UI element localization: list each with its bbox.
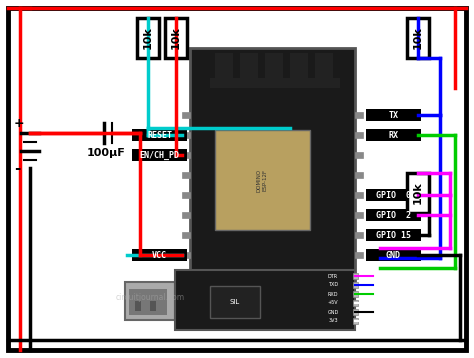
Bar — [353, 300, 358, 306]
Bar — [132, 149, 187, 161]
Bar — [125, 282, 175, 320]
Text: TXD: TXD — [328, 282, 338, 287]
Bar — [137, 18, 159, 58]
Bar — [182, 112, 190, 118]
Bar — [182, 192, 190, 198]
Bar — [355, 232, 363, 238]
Bar — [355, 212, 363, 218]
Text: VCC: VCC — [152, 251, 167, 260]
Bar — [366, 229, 421, 241]
Bar — [132, 129, 187, 141]
Text: GPIO  2: GPIO 2 — [376, 211, 411, 219]
Bar — [366, 209, 421, 221]
Text: 10k: 10k — [171, 26, 181, 49]
Bar — [366, 249, 421, 261]
Bar — [353, 318, 358, 324]
Bar — [366, 129, 421, 141]
Text: 10k: 10k — [143, 26, 153, 49]
Bar — [366, 189, 421, 201]
Bar — [190, 48, 355, 285]
Bar — [353, 273, 358, 279]
Text: EN/CH_PD: EN/CH_PD — [139, 150, 180, 160]
Bar — [366, 109, 421, 121]
Text: DOMINO
ESP-12F: DOMINO ESP-12F — [256, 168, 267, 192]
Text: +: + — [14, 116, 25, 130]
Bar — [355, 112, 363, 118]
Text: 3V3: 3V3 — [328, 319, 338, 324]
Text: -: - — [14, 160, 20, 175]
Bar — [355, 172, 363, 178]
Text: TX: TX — [389, 111, 399, 120]
Bar — [182, 212, 190, 218]
Bar — [182, 232, 190, 238]
Text: +5V: +5V — [328, 300, 338, 305]
Text: circuitjournal.com: circuitjournal.com — [116, 294, 184, 303]
Text: GND: GND — [328, 310, 338, 314]
Text: GPIO  0: GPIO 0 — [376, 190, 411, 199]
Bar — [355, 192, 363, 198]
Bar — [355, 132, 363, 138]
Bar — [182, 172, 190, 178]
Bar — [355, 252, 363, 258]
Text: SIL: SIL — [230, 299, 240, 305]
Bar — [210, 78, 340, 88]
Bar — [215, 53, 233, 80]
Bar — [290, 53, 308, 80]
Bar — [315, 53, 333, 80]
Bar — [240, 53, 258, 80]
Bar — [355, 152, 363, 158]
Bar — [265, 53, 283, 80]
Text: GND: GND — [386, 251, 401, 260]
Bar — [353, 309, 358, 315]
Bar — [135, 301, 141, 311]
Bar — [215, 130, 310, 230]
Bar — [150, 301, 156, 311]
Bar — [132, 249, 187, 261]
Bar — [407, 18, 429, 58]
Bar — [165, 18, 187, 58]
Bar — [210, 286, 260, 318]
Bar — [182, 132, 190, 138]
Bar — [175, 270, 355, 330]
Text: DTR: DTR — [328, 274, 338, 279]
Bar — [182, 152, 190, 158]
Text: RX: RX — [389, 131, 399, 140]
Bar — [407, 173, 429, 213]
Bar — [182, 252, 190, 258]
Bar — [353, 291, 358, 297]
Bar — [353, 282, 358, 288]
Text: 100μF: 100μF — [87, 148, 126, 158]
Text: RESET: RESET — [147, 131, 172, 140]
Bar — [129, 289, 167, 315]
Text: RXD: RXD — [328, 291, 338, 296]
Text: 10k: 10k — [413, 182, 423, 204]
Text: 10k: 10k — [413, 26, 423, 49]
Text: GPIO 15: GPIO 15 — [376, 231, 411, 240]
